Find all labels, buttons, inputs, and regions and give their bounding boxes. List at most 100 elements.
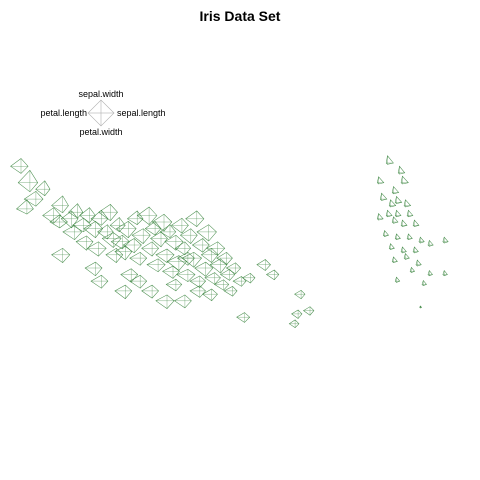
star-glyph — [162, 265, 180, 279]
star-glyph — [185, 210, 205, 227]
star-outline — [265, 269, 280, 281]
star-outline — [394, 233, 401, 241]
star-outline — [419, 305, 423, 309]
star-glyph — [302, 306, 315, 316]
star-glyph — [415, 259, 422, 267]
star-glyph — [71, 217, 92, 233]
star-outline — [236, 312, 251, 323]
star-glyph — [105, 247, 124, 263]
star-glyph — [406, 233, 413, 241]
star-outline — [256, 259, 271, 271]
star-outline — [409, 266, 416, 273]
star-glyph — [79, 207, 96, 223]
star-glyph — [129, 274, 148, 289]
star-glyph — [141, 284, 159, 299]
star-glyph — [216, 251, 233, 265]
star-glyph — [176, 268, 196, 283]
star-glyph — [403, 253, 410, 260]
star-outline — [376, 213, 384, 221]
star-outline — [388, 199, 397, 208]
star-outline — [162, 265, 180, 279]
key-label-bottom: petal.width — [79, 127, 122, 137]
star-outline — [388, 243, 395, 250]
star-outline — [166, 255, 188, 271]
star-glyph — [379, 192, 388, 201]
star-outline — [62, 225, 83, 241]
key-label-right: sepal.length — [117, 108, 166, 118]
star-glyph — [146, 258, 166, 273]
star-outline — [391, 186, 400, 195]
star-glyph — [136, 206, 158, 225]
star-outline — [131, 228, 151, 244]
star-glyph — [17, 169, 39, 193]
star-glyph — [83, 221, 103, 239]
star-glyph — [400, 175, 409, 185]
star-glyph — [291, 309, 303, 319]
star-glyph — [400, 246, 407, 254]
star-glyph — [403, 199, 412, 208]
star-glyph — [86, 241, 107, 257]
star-glyph — [265, 269, 280, 281]
star-glyph — [151, 213, 173, 232]
star-glyph — [288, 319, 300, 328]
star-outline — [400, 219, 408, 227]
star-outline — [71, 217, 92, 233]
star-outline — [51, 195, 69, 214]
star-outline — [150, 231, 168, 248]
star-glyph — [382, 230, 389, 237]
star-glyph — [179, 228, 198, 244]
star-glyph — [294, 289, 306, 300]
star-glyph — [131, 228, 151, 244]
star-outline — [189, 285, 206, 298]
star-outline — [403, 199, 412, 208]
star-glyph — [394, 276, 401, 283]
star-outline — [385, 209, 393, 218]
star-glyph — [51, 247, 71, 263]
star-outline — [291, 309, 303, 319]
star-glyph — [51, 195, 69, 214]
star-glyph — [159, 224, 177, 239]
star-outline — [225, 262, 242, 275]
star-glyph — [75, 235, 94, 251]
star-glyph — [114, 284, 133, 300]
star-glyph — [194, 261, 214, 277]
star-outline — [427, 239, 434, 247]
star-outline — [394, 276, 401, 283]
star-glyph — [391, 216, 399, 224]
star-outline — [49, 214, 68, 229]
star-glyph — [376, 176, 385, 185]
star-outline — [75, 235, 94, 251]
star-outline — [394, 209, 402, 218]
star-outline — [415, 259, 422, 267]
star-outline — [129, 274, 148, 289]
star-glyph — [236, 312, 251, 323]
star-glyph — [394, 209, 402, 218]
star-glyph — [406, 209, 414, 218]
star-outline — [165, 278, 183, 292]
star-glyph — [150, 231, 168, 248]
star-glyph — [385, 155, 394, 165]
star-glyph — [90, 209, 109, 226]
star-outline — [90, 274, 109, 289]
star-glyph — [189, 275, 206, 288]
star-outline — [105, 247, 124, 263]
star-glyph — [120, 268, 139, 283]
star-outline — [213, 279, 230, 291]
star-glyph — [385, 209, 393, 218]
star-glyph — [196, 224, 217, 242]
key-label-top: sepal.width — [78, 89, 123, 99]
star-outline — [242, 272, 256, 284]
star-outline — [141, 241, 159, 257]
star-outline — [442, 236, 449, 244]
star-glyph — [68, 203, 84, 219]
star-glyph — [49, 214, 68, 229]
star-glyph — [223, 286, 238, 297]
star-glyph — [394, 233, 401, 241]
star-outline — [427, 270, 433, 277]
star-outline — [421, 279, 427, 287]
star-outline — [155, 294, 175, 309]
star-glyph — [191, 238, 210, 253]
star-outline — [412, 246, 419, 254]
star-glyph — [173, 294, 192, 309]
